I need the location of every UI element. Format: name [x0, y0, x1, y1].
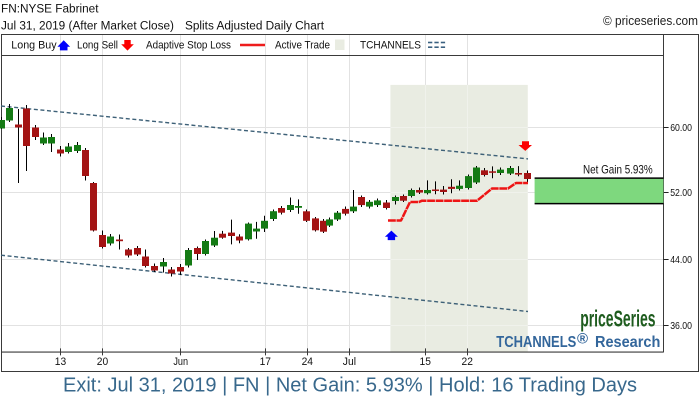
svg-text:priceSeries: priceSeries [580, 306, 655, 332]
svg-text:20: 20 [97, 356, 108, 368]
svg-text:Jun: Jun [173, 356, 188, 368]
svg-text:15: 15 [420, 356, 431, 368]
svg-text:22: 22 [462, 356, 473, 368]
svg-text:Splits Adjusted Daily Chart: Splits Adjusted Daily Chart [185, 20, 325, 32]
svg-text:®: ® [577, 331, 588, 348]
svg-text:FN:NYSE Fabrinet: FN:NYSE Fabrinet [1, 3, 99, 15]
svg-text:Research: Research [595, 334, 660, 351]
svg-text:Net Gain 5.93%: Net Gain 5.93% [583, 163, 653, 177]
svg-text:60.00: 60.00 [670, 122, 692, 134]
svg-text:Active Trade: Active Trade [275, 39, 330, 51]
svg-text:Long Sell: Long Sell [77, 39, 118, 51]
svg-text:17: 17 [260, 356, 271, 368]
svg-text:© priceseries.com: © priceseries.com [603, 14, 698, 28]
svg-text:Jul: Jul [343, 356, 356, 368]
svg-text:Exit: Jul 31, 2019 | FN | Net: Exit: Jul 31, 2019 | FN | Net Gain: 5.93… [63, 375, 637, 397]
svg-text:52.00: 52.00 [670, 187, 692, 199]
svg-text:TCHANNELS: TCHANNELS [496, 334, 576, 351]
svg-text:13: 13 [55, 356, 66, 368]
svg-text:44.00: 44.00 [670, 254, 692, 266]
svg-text:36.00: 36.00 [670, 320, 692, 332]
svg-text:24: 24 [302, 356, 313, 368]
svg-text:Adaptive Stop Loss: Adaptive Stop Loss [146, 39, 231, 51]
svg-text:Jul 31, 2019 (After Market Clo: Jul 31, 2019 (After Market Close) [1, 20, 174, 32]
svg-text:TCHANNELS: TCHANNELS [360, 39, 421, 51]
svg-text:Long Buy: Long Buy [11, 39, 57, 51]
